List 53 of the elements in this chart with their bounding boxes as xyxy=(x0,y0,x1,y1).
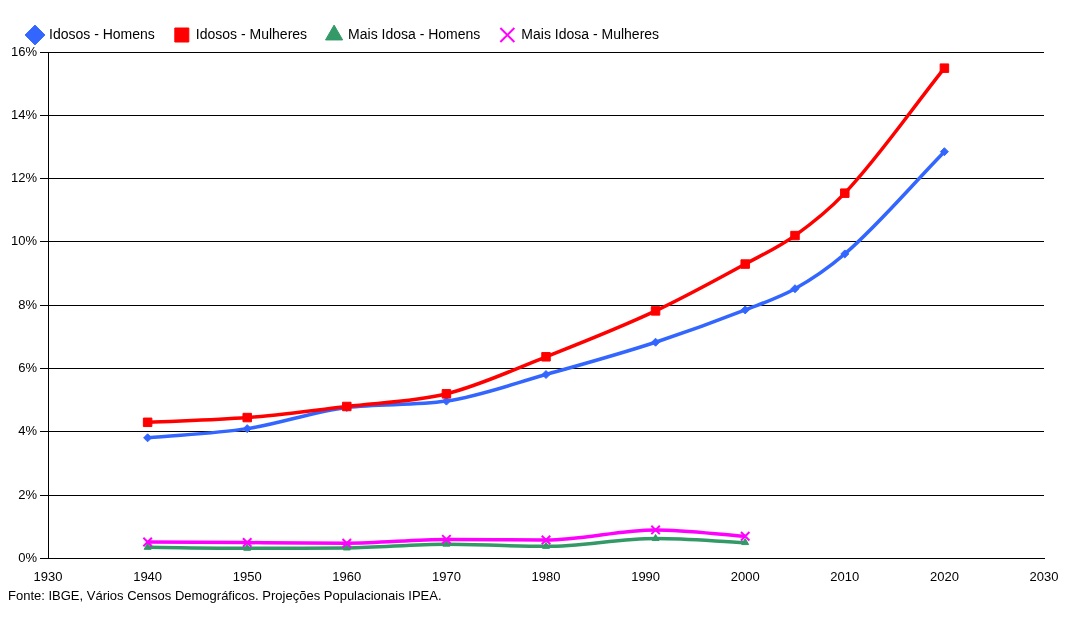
point xyxy=(739,531,751,542)
x-tick-label: 2000 xyxy=(730,568,760,584)
y-tick-label: 4% xyxy=(18,423,38,439)
point xyxy=(651,337,661,347)
point xyxy=(741,538,750,546)
source-note: Fonte: IBGE, Vários Censos Demográficos. Projeções Populacionais IPEA. xyxy=(8,588,443,603)
point xyxy=(441,534,452,545)
legend-label: Idosos - Homens xyxy=(49,25,155,42)
point xyxy=(441,389,452,399)
point xyxy=(939,63,950,73)
point xyxy=(242,412,252,423)
point xyxy=(541,352,551,362)
y-tick-label: 10% xyxy=(10,233,38,249)
x-tick-label: 1990 xyxy=(631,568,661,584)
point xyxy=(740,259,750,269)
point xyxy=(651,533,660,541)
point xyxy=(650,306,661,316)
point xyxy=(241,537,253,548)
x-tick-label: 1960 xyxy=(332,568,362,584)
x-tick-label: 2020 xyxy=(929,568,959,584)
point xyxy=(143,542,152,550)
y-tick-label: 6% xyxy=(18,360,38,376)
point xyxy=(540,534,552,546)
y-tick-label: 12% xyxy=(10,170,38,186)
point xyxy=(939,147,949,157)
point xyxy=(790,230,800,241)
point xyxy=(142,536,153,548)
x-tick-label: 1980 xyxy=(531,568,561,584)
x-tick-label: 1950 xyxy=(232,568,262,584)
x-tick-label: 1970 xyxy=(431,568,461,584)
y-tick-label: 14% xyxy=(10,106,38,122)
point xyxy=(650,524,661,536)
legend-label: Mais Idosa - Homens xyxy=(348,25,481,42)
point xyxy=(541,370,551,380)
y-tick-label: 8% xyxy=(18,296,38,312)
point xyxy=(242,424,252,434)
point xyxy=(243,543,252,551)
point xyxy=(840,249,850,259)
point xyxy=(341,537,353,549)
point xyxy=(542,541,550,549)
point xyxy=(790,284,800,294)
y-tick-label: 0% xyxy=(18,549,38,565)
legend-label: Mais Idosa - Mulheres xyxy=(521,25,660,42)
x-tick-label: 2010 xyxy=(830,568,860,584)
x-tick-label: 1930 xyxy=(33,568,63,584)
x-tick-label: 2030 xyxy=(1029,568,1059,584)
point xyxy=(840,188,850,198)
x-tick-label: 1940 xyxy=(133,568,163,584)
point xyxy=(142,417,153,428)
point xyxy=(740,305,750,315)
y-tick-label: 2% xyxy=(18,486,38,502)
y-tick-label: 16% xyxy=(10,43,38,59)
legend-label: Idosos - Mulheres xyxy=(195,25,308,42)
